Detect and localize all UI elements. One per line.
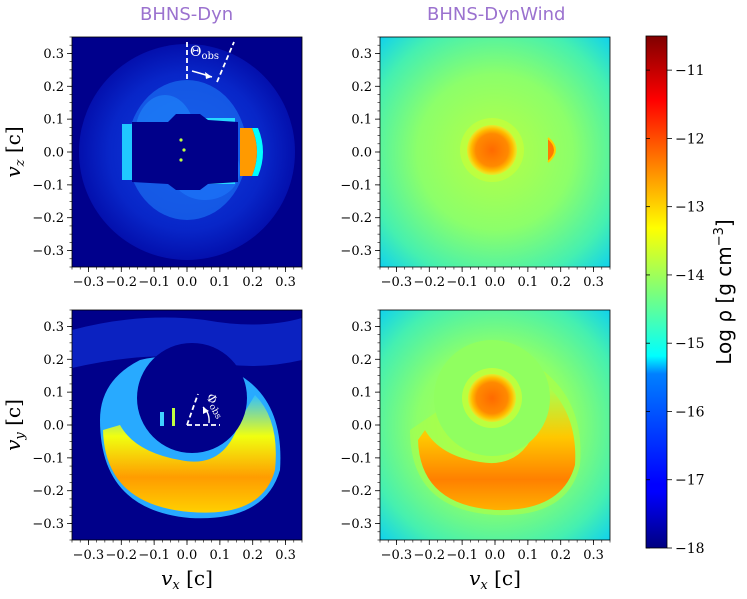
colorbar-tick-label: −15 bbox=[675, 336, 705, 352]
y-tick-label: 0.0 bbox=[351, 146, 372, 161]
axes-top-right: −0.3 −0.2 −0.1 0.0 0.1 0.2 0.3−0.3−0.2−0.10.00… bbox=[340, 36, 611, 290]
title-bhns-dynwind: BHNS-DynWind bbox=[427, 4, 566, 25]
title-bhns-dyn: BHNS-Dyn bbox=[140, 4, 234, 25]
y-tick-label: 0.1 bbox=[43, 386, 64, 401]
axes-bottom-right: −0.3 −0.2 −0.1 0.0 0.1 0.2 0.3−0.3−0.2−0.10.00… bbox=[340, 309, 611, 593]
y-axis-label: vz [c] bbox=[1, 126, 28, 177]
colorbar-tick-label: −18 bbox=[675, 541, 705, 557]
colorbar-tick-label: −13 bbox=[675, 200, 705, 216]
axes-top-left: −0.3 −0.2 −0.1 0.0 0.1 0.2 0.3−0.3−0.2−0.10.00… bbox=[1, 36, 303, 290]
panel-bottom-left bbox=[72, 310, 302, 540]
y-tick-label: −0.2 bbox=[32, 484, 64, 499]
x-tick-label: −0.3 bbox=[73, 548, 105, 563]
y-tick-label: 0.0 bbox=[351, 419, 372, 434]
x-tick-label: 0.2 bbox=[550, 548, 571, 563]
y-tick-label: 0.1 bbox=[43, 113, 64, 128]
x-tick-label: −0.1 bbox=[446, 548, 478, 563]
colorbar-ticks: −18 −17 −16 −15 −14 −13 −12 −11 bbox=[646, 63, 705, 557]
x-tick-label: 0.3 bbox=[275, 275, 296, 290]
y-tick-label: −0.1 bbox=[340, 451, 372, 466]
y-tick-label: 0.3 bbox=[43, 320, 64, 335]
y-tick-label: −0.1 bbox=[32, 451, 64, 466]
y-tick-label: −0.3 bbox=[340, 244, 372, 259]
x-tick-label: −0.2 bbox=[105, 548, 137, 563]
axes-bottom-left: −0.3 −0.2 −0.1 0.0 0.1 0.2 0.3−0.3−0.2−0.10.00… bbox=[1, 309, 303, 593]
theta-annotation: Θobs bbox=[186, 41, 235, 83]
x-tick-label: 0.1 bbox=[210, 548, 231, 563]
colorbar-tick-label: −14 bbox=[675, 268, 705, 284]
x-tick-label: 0.0 bbox=[485, 548, 506, 563]
x-tick-label: 0.1 bbox=[518, 275, 539, 290]
x-tick-label: −0.1 bbox=[138, 548, 170, 563]
x-tick-label: 0.3 bbox=[583, 548, 604, 563]
colorbar-tick-label: −12 bbox=[675, 131, 705, 147]
y-tick-label: 0.3 bbox=[351, 320, 372, 335]
x-tick-label: 0.0 bbox=[485, 275, 506, 290]
y-tick-label: 0.0 bbox=[43, 146, 64, 161]
x-tick-label: −0.3 bbox=[381, 548, 413, 563]
x-tick-label: 0.2 bbox=[550, 275, 571, 290]
x-tick-label: −0.3 bbox=[73, 275, 105, 290]
y-tick-label: 0.0 bbox=[43, 419, 64, 434]
x-tick-label: −0.1 bbox=[138, 275, 170, 290]
x-tick-label: −0.2 bbox=[413, 548, 445, 563]
axes: −0.3 −0.2 −0.1 0.0 0.1 0.2 0.3−0.3−0.2−0.10.00… bbox=[1, 36, 611, 593]
theta-label: Θobs bbox=[190, 44, 219, 62]
y-tick-label: 0.3 bbox=[43, 47, 64, 62]
y-tick-label: −0.3 bbox=[32, 517, 64, 532]
x-tick-label: 0.0 bbox=[177, 548, 198, 563]
colorbar-label: Log ρ [g cm−3] bbox=[712, 219, 736, 364]
panel-bottom-right bbox=[380, 310, 610, 540]
x-tick-label: −0.3 bbox=[381, 275, 413, 290]
y-tick-label: 0.1 bbox=[351, 113, 372, 128]
y-tick-label: 0.2 bbox=[43, 353, 64, 368]
y-tick-label: 0.2 bbox=[351, 80, 372, 95]
x-axis-label: vx [c] bbox=[161, 566, 213, 593]
x-tick-label: 0.3 bbox=[275, 548, 296, 563]
y-tick-label: 0.1 bbox=[351, 386, 372, 401]
x-tick-label: 0.2 bbox=[242, 275, 263, 290]
y-tick-label: −0.1 bbox=[32, 178, 64, 193]
y-tick-label: 0.2 bbox=[351, 353, 372, 368]
y-tick-label: −0.1 bbox=[340, 178, 372, 193]
x-axis-label: vx [c] bbox=[469, 566, 521, 593]
colorbar-tick-label: −11 bbox=[675, 63, 705, 79]
y-tick-label: 0.2 bbox=[43, 80, 64, 95]
x-tick-label: −0.2 bbox=[413, 275, 445, 290]
colorbar-tick-label: −16 bbox=[675, 404, 705, 420]
x-tick-label: −0.2 bbox=[105, 275, 137, 290]
y-tick-label: −0.2 bbox=[32, 211, 64, 226]
x-tick-label: 0.3 bbox=[583, 275, 604, 290]
x-tick-label: 0.1 bbox=[518, 548, 539, 563]
colorbar-tick-label: −17 bbox=[675, 473, 705, 489]
y-tick-label: −0.2 bbox=[340, 211, 372, 226]
x-tick-label: 0.2 bbox=[242, 548, 263, 563]
x-tick-label: 0.0 bbox=[177, 275, 198, 290]
y-tick-label: −0.3 bbox=[340, 517, 372, 532]
y-axis-label: vy [c] bbox=[1, 399, 28, 451]
x-tick-label: 0.1 bbox=[210, 275, 231, 290]
colorbar bbox=[645, 35, 668, 549]
panel-top-left bbox=[72, 37, 302, 267]
y-tick-label: −0.2 bbox=[340, 484, 372, 499]
y-tick-label: −0.3 bbox=[32, 244, 64, 259]
y-tick-label: 0.3 bbox=[351, 47, 372, 62]
panel-top-right bbox=[380, 37, 610, 267]
x-tick-label: −0.1 bbox=[446, 275, 478, 290]
